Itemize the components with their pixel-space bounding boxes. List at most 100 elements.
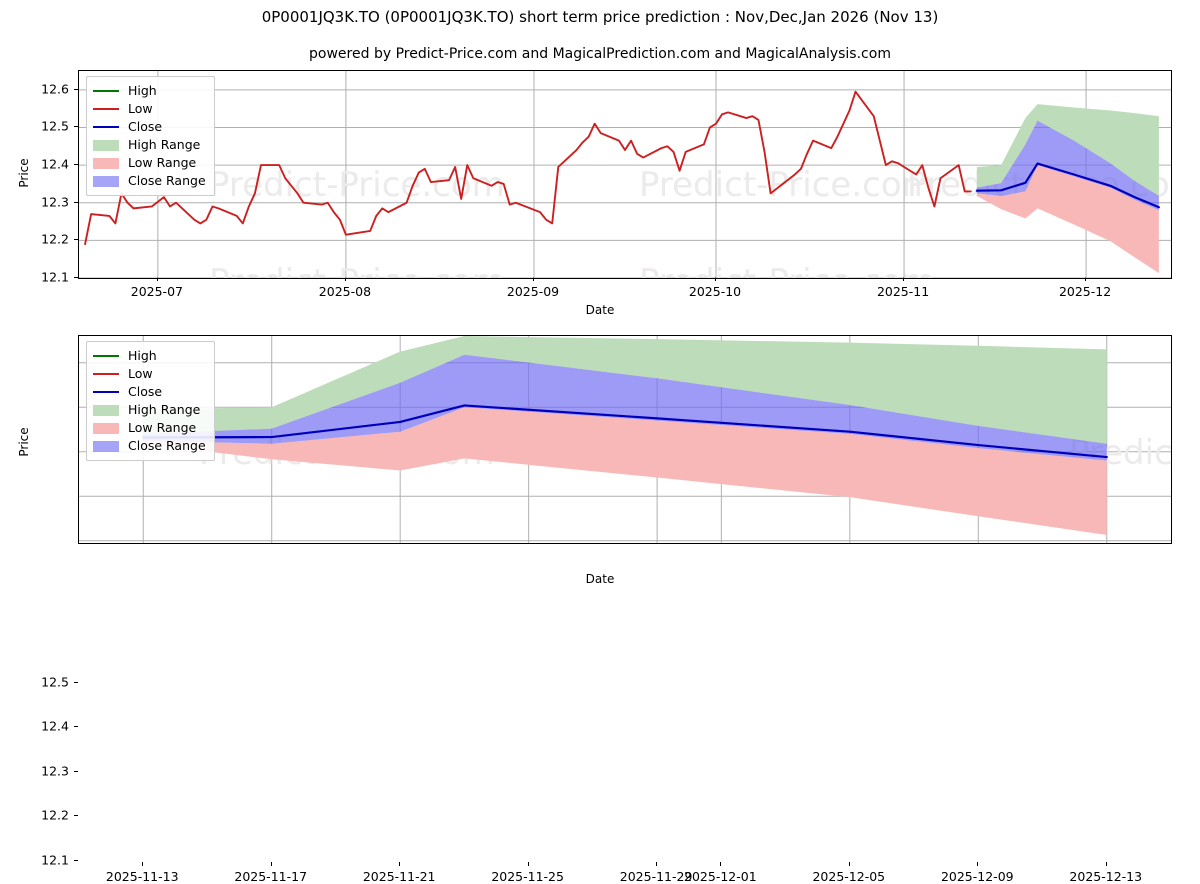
detail-x-tickmark — [527, 862, 529, 866]
detail-legend-label: Close Range — [128, 437, 206, 453]
detail-x-tickmark — [1105, 862, 1107, 866]
detail-legend-item-high-range[interactable]: High Range — [93, 401, 206, 419]
detail-x-tick-label: 2025-12-09 — [940, 869, 1014, 884]
detail-y-tick-label: 12.1 — [41, 852, 69, 868]
overview-legend-label: Low Range — [128, 154, 197, 170]
detail-x-tickmark — [656, 862, 658, 866]
overview-legend-item-high-range[interactable]: High Range — [93, 136, 206, 154]
detail-x-tick-label: 2025-11-25 — [491, 869, 564, 884]
overview-legend-line-swatch-icon — [93, 108, 119, 110]
overview-x-tick-label: 2025-10 — [688, 284, 742, 299]
detail-legend-item-close-range[interactable]: Close Range — [93, 437, 206, 455]
detail-y-tick-label: 12.5 — [41, 674, 69, 690]
detail-x-tickmark — [848, 862, 850, 866]
overview-y-tick-label: 12.3 — [41, 194, 69, 210]
overview-x-axis-label: Date — [585, 303, 615, 317]
overview-y-tickmark — [74, 239, 78, 241]
overview-legend-line-swatch-icon — [93, 126, 119, 128]
overview-legend-label: Close — [128, 118, 163, 134]
chart-panel-overview: Price Date Predict-Price.com Predict-Pric… — [0, 0, 1200, 320]
overview-legend-item-low[interactable]: Low — [93, 100, 206, 118]
detail-y-tick-label: 12.3 — [41, 763, 69, 779]
detail-x-tickmark — [270, 862, 272, 866]
overview-x-tickmark — [344, 277, 346, 281]
overview-y-tickmark — [74, 164, 78, 166]
overview-watermark: Predict-Price.com — [639, 262, 935, 278]
detail-x-tick-label: 2025-12-13 — [1069, 869, 1143, 884]
detail-legend-label: Low Range — [128, 419, 197, 435]
overview-legend-label: Low — [128, 100, 153, 116]
detail-legend-patch-swatch-icon — [93, 422, 119, 434]
detail-y-axis-label: Price — [17, 427, 31, 457]
detail-legend-item-low-range[interactable]: Low Range — [93, 419, 206, 437]
detail-y-tick-label: 12.4 — [41, 718, 69, 734]
overview-x-tick-label: 2025-11 — [876, 284, 930, 299]
detail-low-range-band — [143, 407, 1107, 535]
detail-legend-item-close[interactable]: Close — [93, 383, 206, 401]
overview-legend-item-high[interactable]: High — [93, 82, 206, 100]
overview-legend-patch-swatch-icon — [93, 157, 119, 169]
detail-close-forecast-line — [142, 404, 1108, 459]
overview-low-range-band — [976, 165, 1159, 274]
overview-low-history-line — [84, 90, 972, 246]
detail-legend-label: Close — [128, 383, 163, 399]
detail-legend-line-swatch-icon — [93, 355, 119, 357]
overview-x-tick-label: 2025-07 — [130, 284, 183, 299]
detail-legend-item-high[interactable]: High — [93, 347, 206, 365]
overview-legend: High Low Close High Range Low Range Close Ran… — [86, 76, 215, 196]
overview-watermark: Predict-Price.com — [639, 165, 935, 205]
overview-x-tick-label: 2025-12 — [1058, 284, 1112, 299]
detail-x-tickmark — [720, 862, 722, 866]
overview-y-tickmark — [74, 201, 78, 203]
detail-legend-patch-swatch-icon — [93, 440, 119, 452]
detail-x-tick-label: 2025-12-01 — [684, 869, 757, 884]
detail-x-tick-label: 2025-11-29 — [619, 869, 693, 884]
detail-y-tickmark — [74, 815, 78, 817]
overview-y-tick-label: 12.2 — [41, 231, 69, 247]
detail-y-tick-label: 12.2 — [41, 807, 69, 823]
detail-legend: High Low Close High Range Low Range Close Ran… — [86, 341, 215, 461]
overview-y-tickmark — [74, 126, 78, 128]
overview-legend-patch-swatch-icon — [93, 139, 119, 151]
overview-x-tickmark — [903, 277, 905, 281]
detail-legend-line-swatch-icon — [93, 391, 119, 393]
overview-legend-item-low-range[interactable]: Low Range — [93, 154, 206, 172]
overview-close-forecast-line — [975, 162, 1160, 209]
detail-x-tickmark — [399, 862, 401, 866]
overview-x-tickmark — [1085, 277, 1087, 281]
detail-y-tickmark — [74, 859, 78, 861]
page-subtitle: powered by Predict-Price.com and Magical… — [309, 46, 891, 62]
overview-y-tickmark — [74, 277, 78, 278]
overview-plot-area: Predict-Price.com Predict-Price.com Predic… — [78, 70, 1172, 279]
detail-legend-label: Low — [128, 365, 153, 381]
overview-legend-label: High — [128, 82, 157, 98]
detail-x-tick-label: 2025-12-05 — [812, 869, 886, 884]
detail-x-tick-label: 2025-11-17 — [234, 869, 308, 884]
overview-legend-item-close-range[interactable]: Close Range — [93, 172, 206, 190]
detail-x-tick-label: 2025-11-21 — [362, 869, 436, 884]
detail-high-range-band — [143, 336, 1107, 444]
detail-x-axis-label: Date — [585, 572, 615, 586]
overview-y-tick-label: 12.1 — [41, 269, 69, 285]
overview-legend-patch-swatch-icon — [93, 175, 119, 187]
overview-y-tick-label: 12.5 — [41, 118, 69, 134]
overview-y-tick-label: 12.4 — [41, 156, 69, 172]
detail-legend-label: High — [128, 347, 157, 363]
overview-x-tickmark — [156, 277, 158, 281]
overview-legend-label: High Range — [128, 136, 201, 152]
overview-x-tick-label: 2025-09 — [506, 284, 560, 299]
detail-legend-label: High Range — [128, 401, 201, 417]
detail-legend-item-low[interactable]: Low — [93, 365, 206, 383]
overview-x-tickmark — [715, 277, 716, 281]
chart-panel-detail: Price Date Predict-Price.comPredict-Pric… — [0, 320, 1200, 884]
detail-legend-line-swatch-icon — [93, 373, 119, 375]
overview-legend-line-swatch-icon — [93, 90, 119, 92]
detail-x-tickmark — [142, 862, 144, 866]
overview-legend-label: Close Range — [128, 172, 206, 188]
overview-x-tickmark — [533, 277, 534, 281]
overview-legend-item-close[interactable]: Close — [93, 118, 206, 136]
detail-x-tick-label: 2025-11-13 — [105, 869, 179, 884]
detail-legend-patch-swatch-icon — [93, 404, 119, 416]
page-title: 0P0001JQ3K.TO (0P0001JQ3K.TO) short term… — [261, 8, 939, 26]
